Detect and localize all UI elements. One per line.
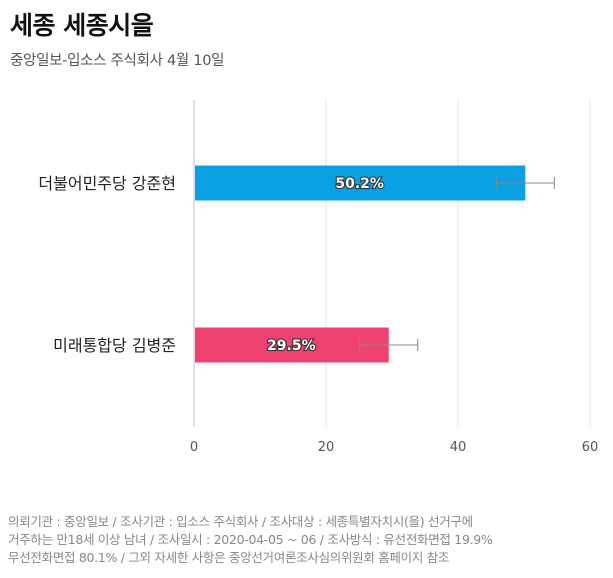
data-label: 50.2% bbox=[335, 176, 384, 192]
category-label: 미래통합당 김병준 bbox=[53, 336, 176, 355]
footnote-line: 거주하는 만18세 이상 남녀 / 조사일시 : 2020-04-05 ~ 06… bbox=[8, 532, 493, 547]
x-tick-label: 40 bbox=[450, 440, 467, 455]
bar bbox=[195, 165, 526, 201]
footnote-line: 무선전화면접 80.1% / 그외 자세한 사항은 중앙선거여론조사심의위원회 … bbox=[8, 550, 450, 565]
bar bbox=[195, 327, 389, 363]
chart-title: 세종 세종시을 bbox=[10, 11, 154, 40]
x-tick-label: 60 bbox=[582, 440, 599, 455]
footnote: 의뢰기관 : 중앙일보 / 조사기관 : 입소스 주식회사 / 조사대상 : 세… bbox=[8, 513, 608, 567]
x-tick-label: 20 bbox=[318, 440, 335, 455]
data-label: 29.5% bbox=[267, 338, 316, 354]
bar-chart: 0 20 40 60 더불어민주당 강준현 50.2% 미래통합당 김병준 29.5% bbox=[38, 100, 599, 455]
x-tick-label: 0 bbox=[190, 440, 198, 455]
chart-subtitle: 중앙일보-입소스 주식회사 4월 10일 bbox=[10, 53, 225, 69]
footnote-line: 의뢰기관 : 중앙일보 / 조사기관 : 입소스 주식회사 / 조사대상 : 세… bbox=[8, 514, 473, 529]
category-label: 더불어민주당 강준현 bbox=[38, 174, 176, 193]
